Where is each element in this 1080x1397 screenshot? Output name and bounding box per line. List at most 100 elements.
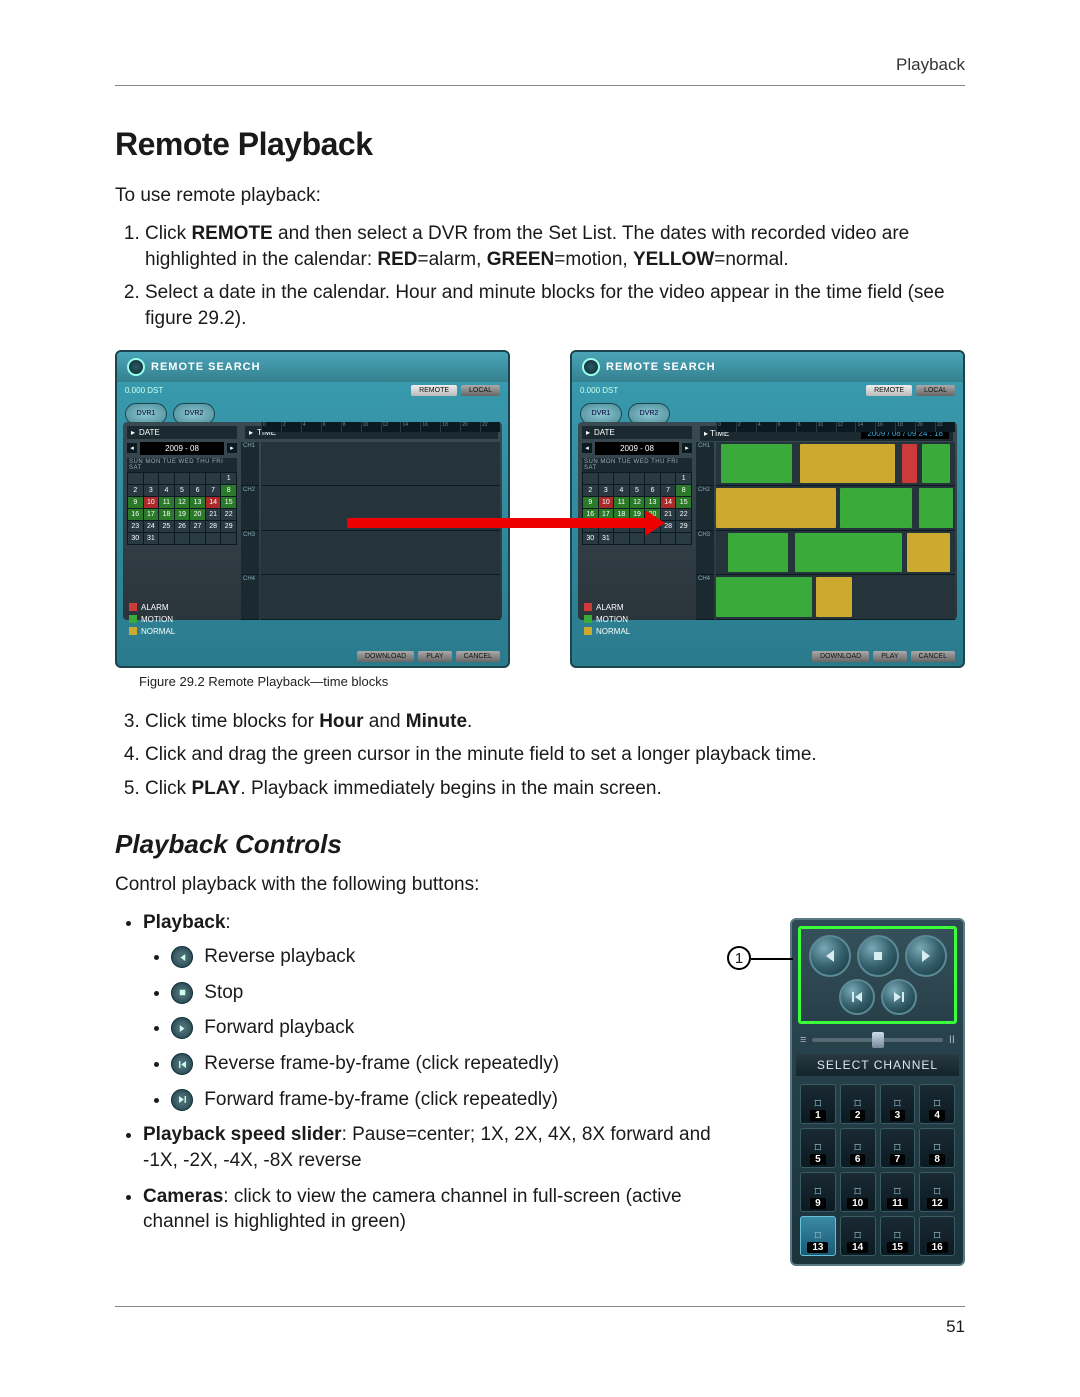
cancel-button[interactable]: CANCEL bbox=[911, 651, 955, 662]
calendar-day[interactable]: 21 bbox=[206, 509, 221, 520]
calendar-day[interactable]: 22 bbox=[221, 509, 236, 520]
calendar-grid[interactable]: 1234567891011121314151617181920212223242… bbox=[582, 472, 692, 545]
calendar-day[interactable]: 17 bbox=[144, 509, 159, 520]
calendar-day[interactable]: 12 bbox=[175, 497, 190, 508]
calendar-day[interactable]: 13 bbox=[190, 497, 205, 508]
timeline-rows-filled[interactable] bbox=[716, 442, 955, 620]
timeline-row[interactable] bbox=[261, 442, 500, 487]
calendar-day[interactable]: 16 bbox=[128, 509, 143, 520]
time-block[interactable] bbox=[840, 488, 912, 528]
calendar-day[interactable]: 13 bbox=[645, 497, 660, 508]
calendar-day[interactable]: 9 bbox=[128, 497, 143, 508]
calendar-day[interactable]: 18 bbox=[159, 509, 174, 520]
play-button[interactable]: PLAY bbox=[873, 651, 906, 662]
timeline-rows-empty[interactable] bbox=[261, 442, 500, 620]
channel-11-button[interactable]: ⌑11 bbox=[880, 1172, 916, 1212]
speed-slider[interactable]: ≡ II bbox=[800, 1034, 955, 1046]
next-month-icon[interactable]: ▸ bbox=[682, 443, 692, 453]
time-block[interactable] bbox=[922, 444, 951, 484]
forward-play-button[interactable] bbox=[905, 935, 947, 977]
time-block[interactable] bbox=[907, 533, 950, 573]
timeline-row[interactable] bbox=[716, 531, 955, 576]
calendar-day[interactable]: 29 bbox=[221, 521, 236, 532]
calendar-day[interactable]: 20 bbox=[190, 509, 205, 520]
reverse-play-button[interactable] bbox=[809, 935, 851, 977]
calendar-day[interactable]: 27 bbox=[190, 521, 205, 532]
slider-thumb[interactable] bbox=[872, 1032, 884, 1048]
play-button[interactable]: PLAY bbox=[418, 651, 451, 662]
calendar-day[interactable]: 5 bbox=[630, 485, 645, 496]
remote-button[interactable]: REMOTE bbox=[866, 385, 912, 396]
timeline-row[interactable] bbox=[716, 442, 955, 487]
download-button[interactable]: DOWNLOAD bbox=[812, 651, 869, 662]
calendar-day[interactable]: 22 bbox=[676, 509, 691, 520]
time-block[interactable] bbox=[728, 533, 788, 573]
calendar-day[interactable]: 30 bbox=[583, 533, 598, 544]
local-button[interactable]: LOCAL bbox=[461, 385, 500, 396]
calendar-day[interactable]: 25 bbox=[159, 521, 174, 532]
calendar-day[interactable]: 14 bbox=[206, 497, 221, 508]
calendar-day[interactable]: 1 bbox=[221, 473, 236, 484]
calendar-day[interactable]: 7 bbox=[206, 485, 221, 496]
time-block[interactable] bbox=[919, 488, 952, 528]
calendar-day[interactable]: 9 bbox=[583, 497, 598, 508]
time-block[interactable] bbox=[816, 577, 852, 617]
time-block[interactable] bbox=[902, 444, 916, 484]
reverse-frame-button[interactable] bbox=[839, 979, 875, 1015]
calendar-day[interactable]: 28 bbox=[206, 521, 221, 532]
calendar-day[interactable]: 7 bbox=[661, 485, 676, 496]
channel-3-button[interactable]: ⌑3 bbox=[880, 1084, 916, 1124]
next-month-icon[interactable]: ▸ bbox=[227, 443, 237, 453]
calendar-day[interactable]: 1 bbox=[676, 473, 691, 484]
time-block[interactable] bbox=[716, 577, 812, 617]
time-block[interactable] bbox=[716, 488, 836, 528]
calendar-day[interactable]: 6 bbox=[645, 485, 660, 496]
calendar-day[interactable]: 31 bbox=[599, 533, 614, 544]
channel-7-button[interactable]: ⌑7 bbox=[880, 1128, 916, 1168]
timeline-row[interactable] bbox=[261, 575, 500, 620]
timeline-row[interactable] bbox=[716, 486, 955, 531]
time-block[interactable] bbox=[721, 444, 793, 484]
calendar-day[interactable]: 15 bbox=[221, 497, 236, 508]
calendar-day[interactable]: 8 bbox=[676, 485, 691, 496]
channel-1-button[interactable]: ⌑1 bbox=[800, 1084, 836, 1124]
calendar-day[interactable]: 19 bbox=[175, 509, 190, 520]
calendar-day[interactable]: 12 bbox=[630, 497, 645, 508]
calendar-day[interactable]: 26 bbox=[175, 521, 190, 532]
calendar-day[interactable]: 11 bbox=[159, 497, 174, 508]
calendar-day[interactable]: 30 bbox=[128, 533, 143, 544]
calendar-day[interactable]: 5 bbox=[175, 485, 190, 496]
calendar-day[interactable]: 14 bbox=[661, 497, 676, 508]
channel-2-button[interactable]: ⌑2 bbox=[840, 1084, 876, 1124]
channel-16-button[interactable]: ⌑16 bbox=[919, 1216, 955, 1256]
stop-button[interactable] bbox=[857, 935, 899, 977]
calendar-day[interactable]: 15 bbox=[676, 497, 691, 508]
channel-14-button[interactable]: ⌑14 bbox=[840, 1216, 876, 1256]
calendar-day[interactable]: 2 bbox=[128, 485, 143, 496]
time-block[interactable] bbox=[795, 533, 903, 573]
calendar-day[interactable]: 31 bbox=[144, 533, 159, 544]
channel-10-button[interactable]: ⌑10 bbox=[840, 1172, 876, 1212]
remote-button[interactable]: REMOTE bbox=[411, 385, 457, 396]
calendar-day[interactable]: 4 bbox=[159, 485, 174, 496]
prev-month-icon[interactable]: ◂ bbox=[127, 443, 137, 453]
calendar-day[interactable]: 23 bbox=[128, 521, 143, 532]
month-selector[interactable]: ◂ 2009 - 08 ▸ bbox=[582, 442, 692, 455]
calendar-day[interactable]: 4 bbox=[614, 485, 629, 496]
calendar-day[interactable]: 8 bbox=[221, 485, 236, 496]
calendar-day[interactable]: 24 bbox=[144, 521, 159, 532]
channel-15-button[interactable]: ⌑15 bbox=[880, 1216, 916, 1256]
channel-8-button[interactable]: ⌑8 bbox=[919, 1128, 955, 1168]
calendar-day[interactable]: 29 bbox=[676, 521, 691, 532]
download-button[interactable]: DOWNLOAD bbox=[357, 651, 414, 662]
calendar-day[interactable]: 3 bbox=[599, 485, 614, 496]
cancel-button[interactable]: CANCEL bbox=[456, 651, 500, 662]
month-selector[interactable]: ◂ 2009 - 08 ▸ bbox=[127, 442, 237, 455]
channel-9-button[interactable]: ⌑9 bbox=[800, 1172, 836, 1212]
prev-month-icon[interactable]: ◂ bbox=[582, 443, 592, 453]
channel-5-button[interactable]: ⌑5 bbox=[800, 1128, 836, 1168]
calendar-day[interactable]: 2 bbox=[583, 485, 598, 496]
time-block[interactable] bbox=[800, 444, 896, 484]
local-button[interactable]: LOCAL bbox=[916, 385, 955, 396]
channel-4-button[interactable]: ⌑4 bbox=[919, 1084, 955, 1124]
